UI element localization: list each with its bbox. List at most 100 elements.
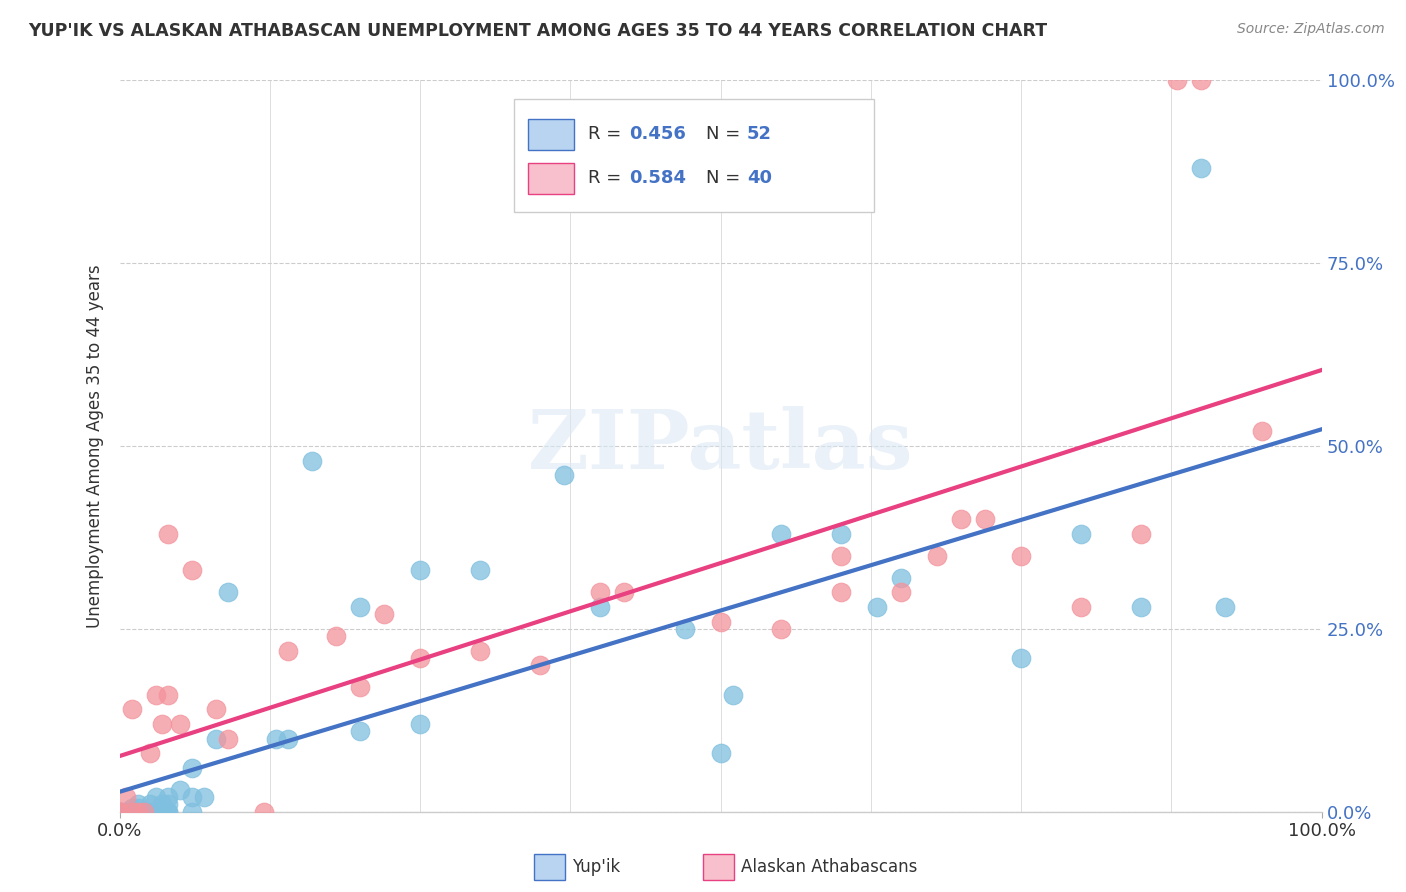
Point	[108, 805, 131, 819]
Point	[132, 805, 155, 819]
Bar	[529, 163, 574, 194]
Point	[180, 563, 202, 577]
Point	[217, 585, 239, 599]
Point	[150, 797, 173, 812]
Point	[204, 702, 226, 716]
Point	[1010, 651, 1032, 665]
Point	[349, 681, 371, 695]
Point	[132, 805, 155, 819]
Point	[409, 563, 432, 577]
Point	[277, 731, 299, 746]
Point	[1070, 526, 1092, 541]
Text: R =: R =	[588, 169, 627, 187]
Point	[769, 622, 792, 636]
Point	[1130, 526, 1153, 541]
Point	[253, 805, 276, 819]
Point	[830, 549, 852, 563]
Point	[709, 615, 731, 629]
Point	[121, 702, 143, 716]
Point	[121, 805, 143, 819]
Point	[180, 790, 202, 805]
Text: 0.584: 0.584	[630, 169, 686, 187]
Point	[553, 468, 575, 483]
Point	[156, 797, 179, 812]
Point	[156, 688, 179, 702]
Point	[156, 526, 179, 541]
Text: 40: 40	[747, 169, 772, 187]
Point	[169, 782, 191, 797]
Text: Yup'ik: Yup'ik	[572, 858, 620, 876]
Point	[349, 599, 371, 614]
Point	[529, 658, 551, 673]
Point	[108, 805, 131, 819]
Point	[156, 790, 179, 805]
Point	[145, 805, 167, 819]
Point	[1010, 549, 1032, 563]
Point	[132, 805, 155, 819]
Point	[409, 651, 432, 665]
Point	[127, 801, 149, 815]
Y-axis label: Unemployment Among Ages 35 to 44 years: Unemployment Among Ages 35 to 44 years	[86, 264, 104, 628]
Point	[1130, 599, 1153, 614]
Point	[1189, 73, 1212, 87]
Point	[108, 805, 131, 819]
Point	[121, 801, 143, 815]
Point	[108, 805, 131, 819]
Text: Source: ZipAtlas.com: Source: ZipAtlas.com	[1237, 22, 1385, 37]
Point	[114, 805, 136, 819]
Point	[145, 688, 167, 702]
Point	[468, 563, 492, 577]
Point	[1215, 599, 1237, 614]
Point	[264, 731, 287, 746]
Point	[925, 549, 948, 563]
FancyBboxPatch shape	[513, 99, 875, 212]
Point	[613, 585, 636, 599]
Point	[145, 790, 167, 805]
Point	[1070, 599, 1092, 614]
Point	[180, 761, 202, 775]
Point	[301, 453, 323, 467]
Point	[138, 746, 160, 760]
Point	[589, 585, 612, 599]
Point	[974, 512, 997, 526]
Text: 52: 52	[747, 126, 772, 144]
Point	[769, 526, 792, 541]
Text: ZIPatlas: ZIPatlas	[527, 406, 914, 486]
Point	[1250, 425, 1272, 439]
Point	[145, 805, 167, 819]
Text: N =: N =	[706, 169, 747, 187]
Point	[349, 724, 371, 739]
Point	[890, 571, 912, 585]
Bar	[529, 119, 574, 150]
Point	[121, 805, 143, 819]
Point	[866, 599, 889, 614]
Point	[673, 622, 696, 636]
Point	[830, 585, 852, 599]
Point	[409, 717, 432, 731]
Point	[325, 629, 347, 643]
Point	[1166, 73, 1188, 87]
Point	[114, 790, 136, 805]
Point	[830, 526, 852, 541]
Text: 0.456: 0.456	[630, 126, 686, 144]
Point	[890, 585, 912, 599]
Point	[468, 644, 492, 658]
Point	[949, 512, 972, 526]
Point	[114, 805, 136, 819]
Point	[150, 717, 173, 731]
Point	[127, 797, 149, 812]
Point	[589, 599, 612, 614]
Point	[193, 790, 215, 805]
Point	[138, 805, 160, 819]
Point	[217, 731, 239, 746]
Point	[721, 688, 744, 702]
Text: N =: N =	[706, 126, 747, 144]
Point	[156, 805, 179, 819]
Point	[114, 805, 136, 819]
Point	[127, 805, 149, 819]
Point	[138, 797, 160, 812]
Point	[169, 717, 191, 731]
Point	[156, 805, 179, 819]
Point	[204, 731, 226, 746]
Text: R =: R =	[588, 126, 627, 144]
